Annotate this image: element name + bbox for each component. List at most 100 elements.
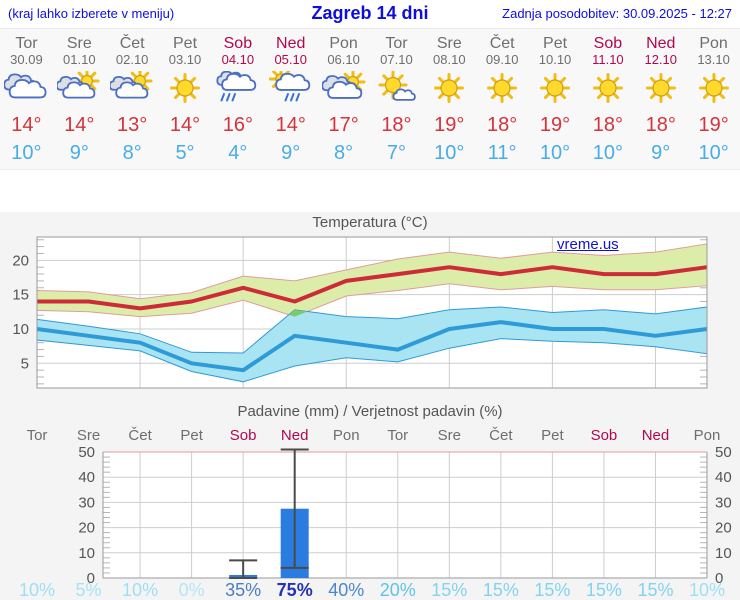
day-date-label: 05.10 (274, 52, 307, 67)
day-column: Sre 01.10 14° 9° (53, 29, 106, 169)
day-name-label: Pet (543, 35, 568, 52)
min-temp-value: 8° (122, 142, 142, 164)
rain-icon (216, 70, 257, 102)
precip-day-label: Čet (489, 427, 513, 444)
day-date-label: 08.10 (433, 52, 466, 67)
min-temp-value: 9° (69, 142, 89, 164)
precip-probability: 5% (76, 580, 102, 600)
precip-day-label: Pon (333, 427, 360, 444)
precip-probability: 10% (689, 580, 725, 600)
precip-day-label: Pon (694, 427, 721, 444)
day-name-label: Sob (223, 35, 253, 52)
precip-day-label: Čet (128, 427, 152, 444)
day-date-label: 07.10 (380, 52, 413, 67)
sunny-icon (170, 73, 200, 103)
precipitation-chart: 0 0 10 10 20 20 30 30 40 40 50 50 Tor 10% Sre 5% Čet 10% P… (19, 427, 732, 600)
precip-y-tick: 20 (78, 520, 95, 537)
day-date-label: 11.10 (592, 52, 624, 67)
max-temp-value: 19° (539, 114, 571, 136)
precip-probability: 15% (483, 580, 519, 600)
day-date-label: 03.10 (168, 52, 202, 67)
precipitation-chart-title: Padavine (mm) / Verjetnost padavin (%) (237, 403, 503, 420)
precip-probability: 15% (586, 580, 622, 600)
location-menu-hint: (kraj lahko izberete v meniju) (8, 6, 175, 21)
precip-day-label: Sre (77, 427, 100, 444)
max-temp-value: 17° (328, 114, 359, 136)
forecast-strip: Tor 30.09 14° 10° Sre 01.10 14° 9° Čet 0… (0, 28, 740, 170)
precip-day-label: Pet (180, 427, 203, 444)
max-temp-value: 14° (169, 114, 201, 136)
precip-y-tick: 40 (715, 469, 732, 486)
day-column: Ned 05.10 14° 9° (264, 29, 317, 169)
precip-day-label: Sre (438, 427, 461, 444)
day-date-label: 02.10 (115, 52, 149, 67)
day-column: Pon 06.10 17° 8° (317, 29, 370, 169)
precip-probability: 35% (225, 580, 261, 600)
mostly-cloudy-icon (320, 69, 366, 99)
precip-probability: 40% (328, 580, 364, 600)
day-date-label: 13.10 (697, 52, 730, 67)
max-temp-value: 14° (275, 114, 306, 136)
sunny-icon (645, 73, 676, 103)
precip-y-tick: 30 (78, 494, 95, 511)
day-column: Čet 09.10 18° 11° (476, 29, 529, 169)
min-temp-value: 11° (487, 142, 517, 164)
precip-probability: 20% (380, 580, 416, 600)
precip-day-label: Sob (591, 427, 618, 444)
max-temp-value: 16° (222, 114, 253, 136)
day-name-label: Pon (699, 35, 728, 52)
day-name-label: Sre (436, 35, 462, 52)
precip-y-tick: 50 (78, 444, 95, 461)
min-temp-value: 7° (386, 142, 406, 164)
min-temp-value: 10° (592, 142, 623, 164)
day-column: Sob 04.10 16° 4° (211, 29, 264, 169)
precip-y-tick: 10 (715, 545, 732, 562)
day-column: Tor 07.10 18° 7° (370, 29, 423, 169)
precip-probability: 15% (637, 580, 673, 600)
day-date-label: 30.09 (10, 52, 43, 67)
min-temp-value: 9° (651, 142, 671, 164)
day-name-label: Ned (646, 35, 676, 52)
min-temp-value: 10° (698, 142, 729, 164)
day-date-label: 06.10 (327, 52, 360, 67)
day-column: Čet 02.10 13° 8° (106, 29, 159, 169)
last-update-text: Zadnja posodobitev: 30.09.2025 - 12:27 (502, 6, 732, 21)
precip-y-tick: 0 (715, 570, 723, 587)
day-date-label: 04.10 (221, 52, 255, 67)
cloudy-icon (3, 73, 47, 99)
day-column: Ned 12.10 18° 9° (634, 29, 687, 169)
vreme-us-link[interactable]: vreme.us (557, 236, 619, 253)
temp-y-tick: 15 (12, 287, 29, 304)
day-date-label: 09.10 (485, 52, 519, 67)
day-column: Sob 11.10 18° 10° (581, 29, 634, 169)
precip-y-tick: 40 (78, 469, 95, 486)
max-temp-value: 18° (487, 114, 518, 136)
temp-y-tick: 20 (12, 252, 29, 269)
max-temp-value: 18° (592, 114, 623, 136)
precip-probability: 10% (19, 580, 55, 600)
precip-probability: 10% (122, 580, 158, 600)
day-date-label: 12.10 (644, 52, 678, 67)
max-temp-value: 19° (434, 114, 465, 136)
day-name-label: Sre (66, 35, 92, 52)
day-name-label: Čet (119, 35, 145, 52)
partly-cloudy-icon (108, 68, 153, 99)
day-name-label: Tor (15, 35, 38, 52)
min-temp-value: 4° (228, 142, 248, 164)
max-temp-value: 19° (698, 114, 729, 136)
precip-day-label: Tor (387, 427, 408, 444)
precip-y-tick: 0 (87, 570, 95, 587)
sun-rain-icon (268, 66, 310, 102)
min-temp-value: 5° (175, 142, 195, 164)
precip-y-tick: 30 (715, 494, 732, 511)
day-column: Pon 13.10 19° 10° (687, 29, 740, 169)
day-name-label: Tor (385, 35, 408, 52)
max-temp-line (37, 265, 708, 311)
min-temp-value: 9° (281, 142, 301, 164)
precip-probability: 15% (431, 580, 467, 600)
precip-day-label: Ned (642, 427, 670, 444)
min-temp-value: 8° (334, 142, 354, 164)
day-name-label: Ned (276, 35, 306, 52)
day-name-label: Sob (593, 35, 623, 52)
